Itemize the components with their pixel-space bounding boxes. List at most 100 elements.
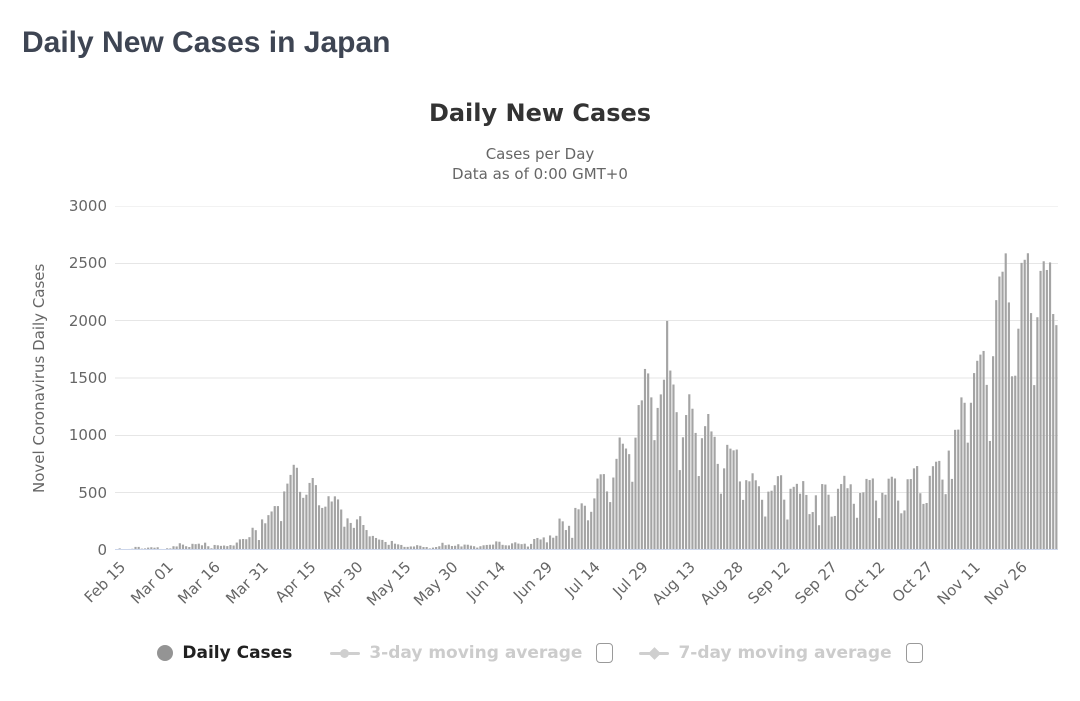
daily-cases-bar [786, 519, 789, 550]
daily-cases-bar [789, 488, 792, 550]
daily-cases-bar [520, 544, 523, 550]
daily-cases-bar [308, 482, 311, 550]
daily-cases-bar [640, 400, 643, 550]
daily-cases-bar [175, 546, 178, 550]
daily-cases-bar [973, 373, 976, 550]
daily-cases-bar [805, 494, 808, 550]
daily-cases-bar [675, 412, 678, 550]
daily-cases-bar [447, 544, 450, 550]
daily-cases-bar [283, 491, 286, 550]
daily-cases-bar [688, 394, 691, 550]
daily-cases-bar [213, 544, 216, 550]
legend-item-3day-average[interactable]: 3-day moving average [330, 643, 582, 663]
daily-cases-bar [185, 546, 188, 550]
legend-item-daily-cases[interactable]: Daily Cases [157, 643, 292, 663]
y-axis-tick-label: 2500 [68, 254, 107, 273]
daily-cases-bar [507, 545, 510, 550]
daily-cases-bar [178, 543, 181, 550]
7day-average-checkbox[interactable] [905, 643, 923, 663]
daily-cases-bar [1045, 269, 1048, 550]
daily-cases-bar [631, 481, 634, 550]
daily-cases-bar [403, 546, 406, 550]
daily-cases-bar [602, 474, 605, 550]
daily-cases-bar [542, 537, 545, 550]
daily-cases-bar [751, 473, 754, 550]
daily-cases-bar [235, 542, 238, 550]
daily-cases-bar [1052, 314, 1055, 550]
daily-cases-bar [998, 276, 1001, 550]
daily-cases-bar [767, 491, 770, 550]
daily-cases-bar [172, 546, 175, 550]
daily-cases-bar [343, 526, 346, 550]
daily-cases-bar [321, 507, 324, 550]
daily-cases-bar [280, 521, 283, 550]
daily-cases-bar [374, 537, 378, 550]
daily-cases-bar [925, 502, 928, 550]
daily-cases-bar [552, 537, 555, 550]
daily-cases-bar [795, 483, 798, 550]
daily-cases-bar [324, 506, 327, 550]
daily-cases-bar [276, 506, 279, 550]
daily-cases-bar [340, 509, 343, 550]
daily-cases-bar [422, 547, 425, 550]
daily-cases-bar [147, 547, 150, 550]
daily-cases-bar [438, 546, 441, 550]
daily-cases-bar [745, 480, 748, 550]
daily-cases-bar [612, 477, 615, 550]
daily-cases-bar [381, 539, 384, 550]
x-axis-tick-label: Nov 11 [933, 558, 984, 609]
daily-cases-bar [798, 493, 802, 550]
daily-cases-bar [1029, 313, 1033, 550]
daily-cases-marker-icon [157, 645, 174, 661]
daily-cases-bar [1017, 328, 1020, 550]
daily-cases-bar [960, 397, 963, 550]
daily-cases-series[interactable] [115, 253, 1058, 550]
daily-cases-bar [881, 492, 884, 550]
daily-cases-bar [963, 402, 966, 550]
daily-cases-bar [384, 541, 387, 550]
daily-cases-bar [359, 516, 362, 550]
legend-label-7day-average: 7-day moving average [678, 643, 892, 663]
daily-cases-bar [707, 414, 710, 550]
daily-cases-bar [985, 384, 988, 550]
daily-cases-bar [694, 432, 697, 550]
plot-area[interactable] [115, 206, 1058, 550]
x-axis-tick-label: Feb 15 [80, 558, 130, 607]
daily-cases-bar [574, 507, 577, 550]
daily-cases-bar [628, 454, 631, 550]
daily-cases-bar [821, 484, 824, 550]
legend-item-7day-average[interactable]: 7-day moving average [639, 643, 892, 663]
daily-cases-bar [476, 547, 479, 550]
x-axis-tick-label: Jun 14 [462, 558, 510, 605]
daily-cases-bar [748, 481, 751, 550]
daily-cases-bar [1026, 253, 1029, 550]
daily-cases-bar [1020, 262, 1023, 550]
daily-cases-bar [966, 442, 969, 550]
daily-cases-bar [498, 541, 501, 550]
daily-cases-bar [330, 501, 333, 550]
daily-cases-bar [659, 394, 662, 550]
daily-cases-bar [473, 546, 476, 550]
daily-cases-bar [941, 479, 944, 550]
7day-average-marker-icon [639, 645, 670, 661]
daily-cases-bar [700, 438, 704, 550]
daily-cases-bar [194, 544, 197, 550]
chart-subtitle-cases-per-day: Cases per Day [485, 145, 595, 163]
daily-cases-bar [368, 536, 371, 550]
daily-cases-bar [760, 499, 764, 550]
3day-average-checkbox[interactable] [596, 643, 614, 663]
daily-cases-bar [776, 476, 779, 550]
y-axis-tick-label: 3000 [68, 197, 107, 215]
daily-cases-bar [979, 354, 982, 550]
daily-cases-bar [884, 494, 887, 550]
daily-cases-bar [719, 493, 723, 550]
chart-container: Daily New Cases Cases per Day Data as of… [22, 95, 1058, 685]
daily-cases-bar [792, 486, 795, 550]
daily-cases-bar [713, 436, 716, 550]
daily-cases-bar [919, 493, 922, 550]
daily-cases-bar [871, 478, 874, 550]
daily-cases-bar [327, 496, 330, 550]
x-axis-tick-label: Nov 26 [980, 558, 1032, 609]
daily-cases-bar [204, 542, 207, 550]
